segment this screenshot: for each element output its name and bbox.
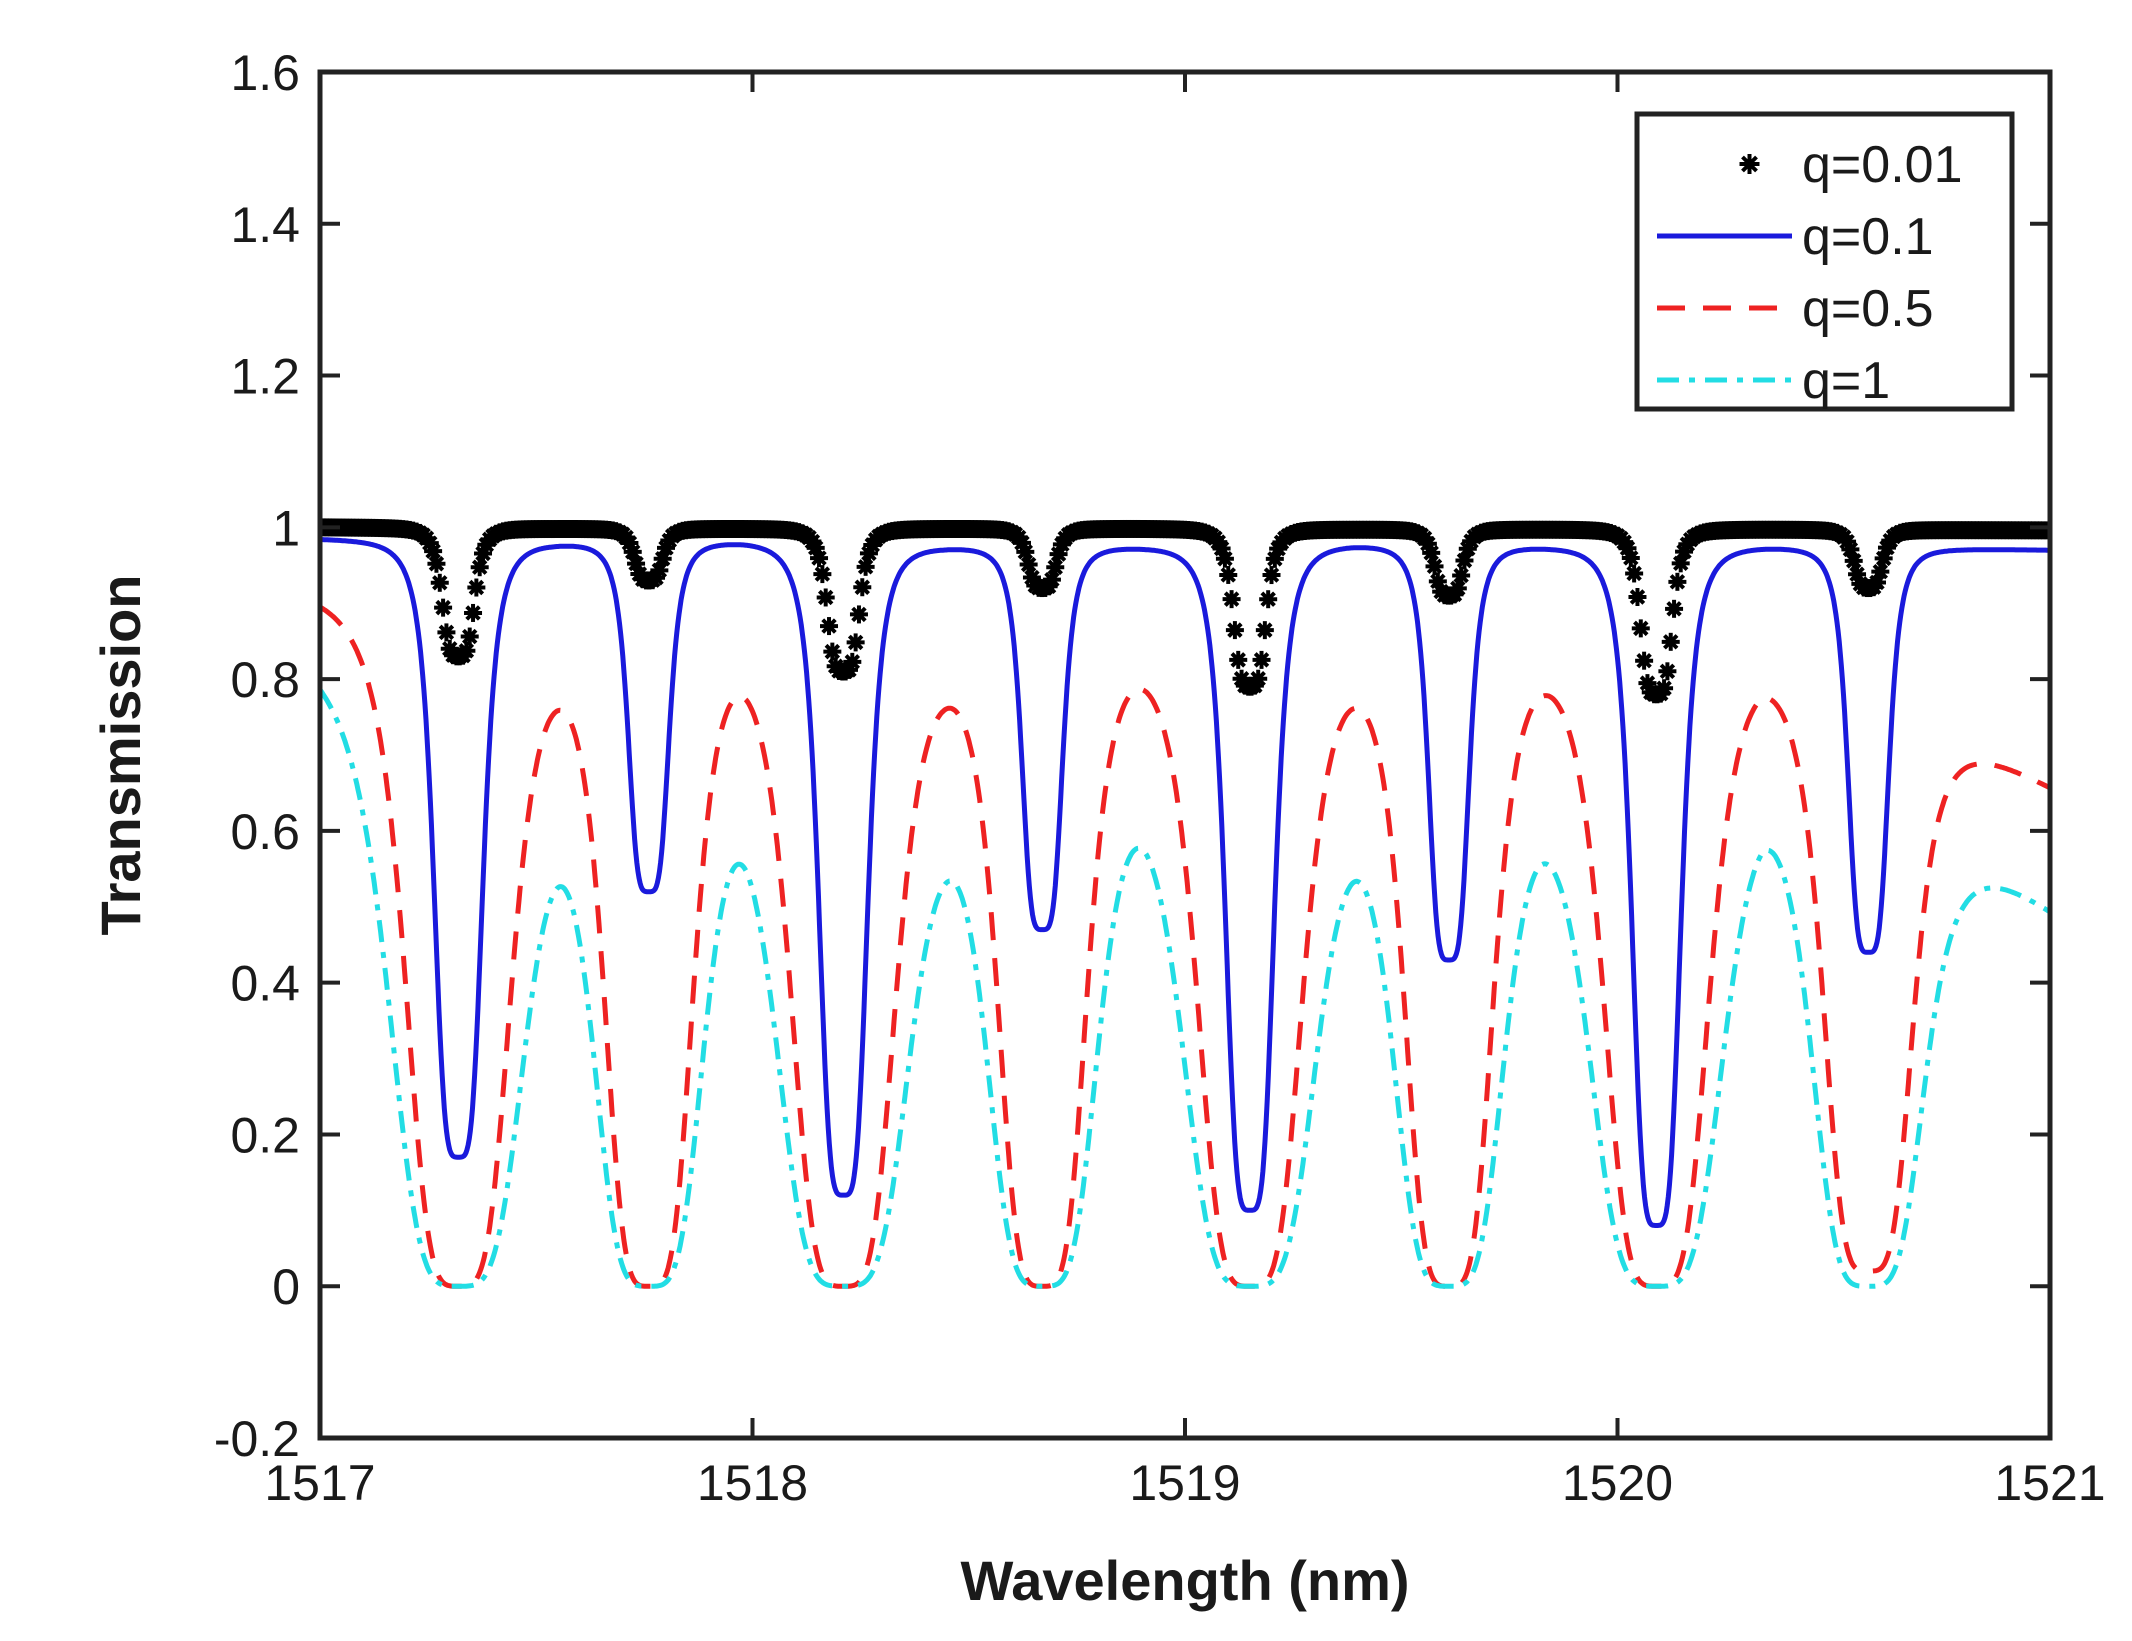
marker-point: [427, 554, 446, 573]
y-tick-label: 0: [272, 1259, 300, 1315]
marker-point: [1425, 557, 1444, 576]
marker-point: [1046, 558, 1065, 577]
marker-point: [1668, 572, 1687, 591]
marker-point: [1222, 590, 1241, 609]
legend-box: [1634, 111, 2015, 412]
marker-point: [657, 538, 675, 557]
marker-point: [1219, 565, 1238, 584]
y-tick-label: 1: [272, 500, 300, 556]
marker-point: [856, 557, 875, 576]
marker-point: [1229, 650, 1248, 669]
y-tick-label: 0.2: [230, 1107, 300, 1163]
marker-point: [1665, 599, 1684, 618]
marker-point: [1621, 548, 1640, 567]
series-q=0.5: [320, 604, 2050, 1289]
legend: q=0.01 q=0.1 q=0.5 q=1: [1634, 111, 2015, 412]
x-tick-label: 1520: [1562, 1455, 1673, 1511]
legend-item: q=1: [1657, 352, 1890, 410]
series-line-q=0.1: [320, 537, 2050, 1228]
x-tick-label: 1519: [1129, 1455, 1240, 1511]
series-layer: [320, 518, 2050, 1289]
y-tick-label: 0.4: [230, 956, 300, 1012]
marker-point: [1631, 619, 1650, 638]
marker-point: [1448, 579, 1467, 598]
x-axis-title: Wavelength (nm): [960, 1549, 1409, 1612]
y-axis-title: Transmission: [89, 574, 152, 935]
legend-label: q=1: [1802, 352, 1890, 410]
x-tick-label: 1521: [1994, 1455, 2105, 1511]
marker-point: [1658, 662, 1677, 681]
marker-point: [464, 603, 483, 622]
marker-point: [1628, 588, 1647, 607]
series-q=0.1: [320, 537, 2050, 1228]
marker-point: [846, 633, 865, 652]
marker-point: [816, 588, 835, 607]
series-line-q=0.5: [320, 604, 2050, 1289]
marker-point: [1452, 566, 1471, 585]
y-tick-label: 1.2: [230, 349, 300, 405]
y-tick-label: -0.2: [214, 1411, 300, 1467]
marker-point: [823, 642, 842, 661]
marker-point: [1225, 621, 1244, 640]
marker-point: [1635, 651, 1654, 670]
series-q=1: [320, 688, 2050, 1289]
y-tick-label: 0.8: [230, 652, 300, 708]
series-q=0.01: [320, 518, 2050, 704]
marker-point: [849, 605, 868, 624]
marker-point: [430, 573, 449, 592]
marker-point: [820, 617, 839, 636]
legend-label: q=0.01: [1802, 136, 1963, 194]
legend-marker: [1739, 154, 1760, 174]
legend-item: q=0.1: [1657, 208, 1934, 266]
marker-point: [620, 534, 639, 553]
marker-point: [1844, 551, 1863, 570]
marker-point: [434, 598, 453, 617]
marker-point: [1249, 669, 1268, 688]
marker-point: [843, 652, 862, 671]
series-line-q=1: [320, 688, 2050, 1289]
x-tick-label: 1517: [264, 1455, 375, 1511]
marker-point: [1215, 549, 1234, 568]
marker-point: [813, 565, 832, 584]
x-tick-label: 1518: [697, 1455, 808, 1511]
y-tick-label: 1.6: [230, 45, 300, 101]
marker-point: [457, 641, 476, 660]
marker-point: [1422, 543, 1441, 562]
marker-point: [467, 578, 486, 597]
marker-point: [1252, 650, 1271, 669]
marker-point: [1655, 679, 1674, 698]
marker-point: [1255, 621, 1274, 640]
marker-point: [1871, 562, 1890, 581]
marker-point: [853, 578, 872, 597]
marker-point: [1661, 632, 1680, 651]
legend-label: q=0.5: [1802, 280, 1934, 338]
marker-point: [460, 627, 479, 646]
marker-point: [424, 542, 443, 561]
y-tick-label: 0.6: [230, 804, 300, 860]
marker-point: [1625, 564, 1644, 583]
marker-point: [810, 549, 829, 568]
axes-layer: 1517 1518 1519 1520 1521 -0.2 0 0.2 0.4 0.6 0.8 1 1.…: [214, 45, 2106, 1511]
legend-item: q=0.01: [1739, 136, 1963, 194]
marker-point: [470, 558, 489, 577]
legend-item: q=0.5: [1657, 280, 1934, 338]
legend-label: q=0.1: [1802, 208, 1934, 266]
marker-point: [437, 623, 456, 642]
y-tick-label: 1.4: [230, 197, 300, 253]
marker-point: [1262, 566, 1281, 585]
marker-point: [1259, 590, 1278, 609]
